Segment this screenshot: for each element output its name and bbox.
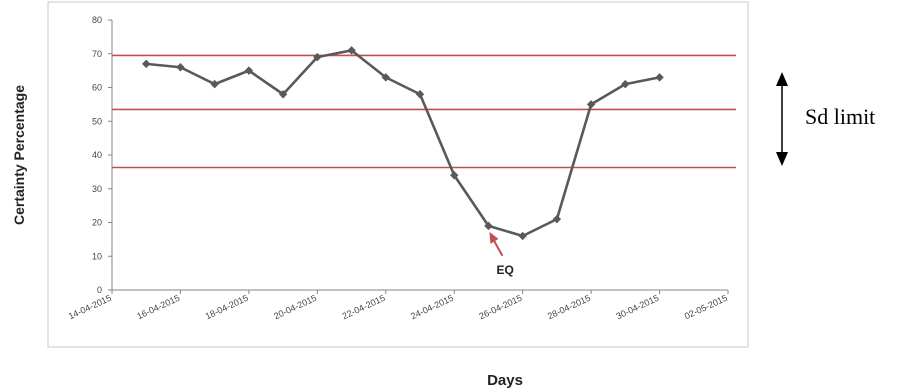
data-point [278,90,288,99]
data-point [484,221,493,231]
data-point [415,90,425,99]
y-tick-label: 30 [92,184,102,194]
sd-limit-label: Sd limit [805,104,875,129]
sd-arrow-down-icon [776,152,788,166]
chart-frame [47,1,749,348]
data-point [655,73,664,82]
y-tick-label: 40 [92,150,102,160]
series-line [146,49,660,238]
data-point [518,231,527,241]
y-tick-label: 70 [92,49,102,59]
data-point [450,171,459,180]
y-tick-label: 10 [92,251,102,261]
data-point [244,66,254,75]
y-tick-label: 50 [92,116,102,126]
series-layer [142,46,664,241]
sd-limit-lines [112,54,736,169]
data-point [552,214,562,224]
y-axis-title: Certainty Percentage [11,85,27,225]
eq-label: EQ [496,263,513,277]
annotation-layer: EQ [489,231,514,277]
data-point [621,79,630,89]
y-tick-label: 20 [92,218,102,228]
data-point [381,73,390,82]
sd-arrow-up-icon [776,72,788,86]
data-point [347,46,356,55]
y-tick-label: 60 [92,83,102,93]
data-point [586,100,596,109]
y-axis-ticks: 0 10 20 30 40 50 60 70 80 [92,15,112,295]
y-tick-label: 80 [92,15,102,25]
eq-arrowhead [489,231,499,244]
data-point [210,79,219,89]
data-point [176,63,185,72]
data-point [313,52,322,62]
sd-limit-indicator: Sd limit [776,72,875,166]
data-point [142,59,151,69]
y-tick-label: 0 [97,285,102,295]
x-axis-title: Days [487,372,523,389]
